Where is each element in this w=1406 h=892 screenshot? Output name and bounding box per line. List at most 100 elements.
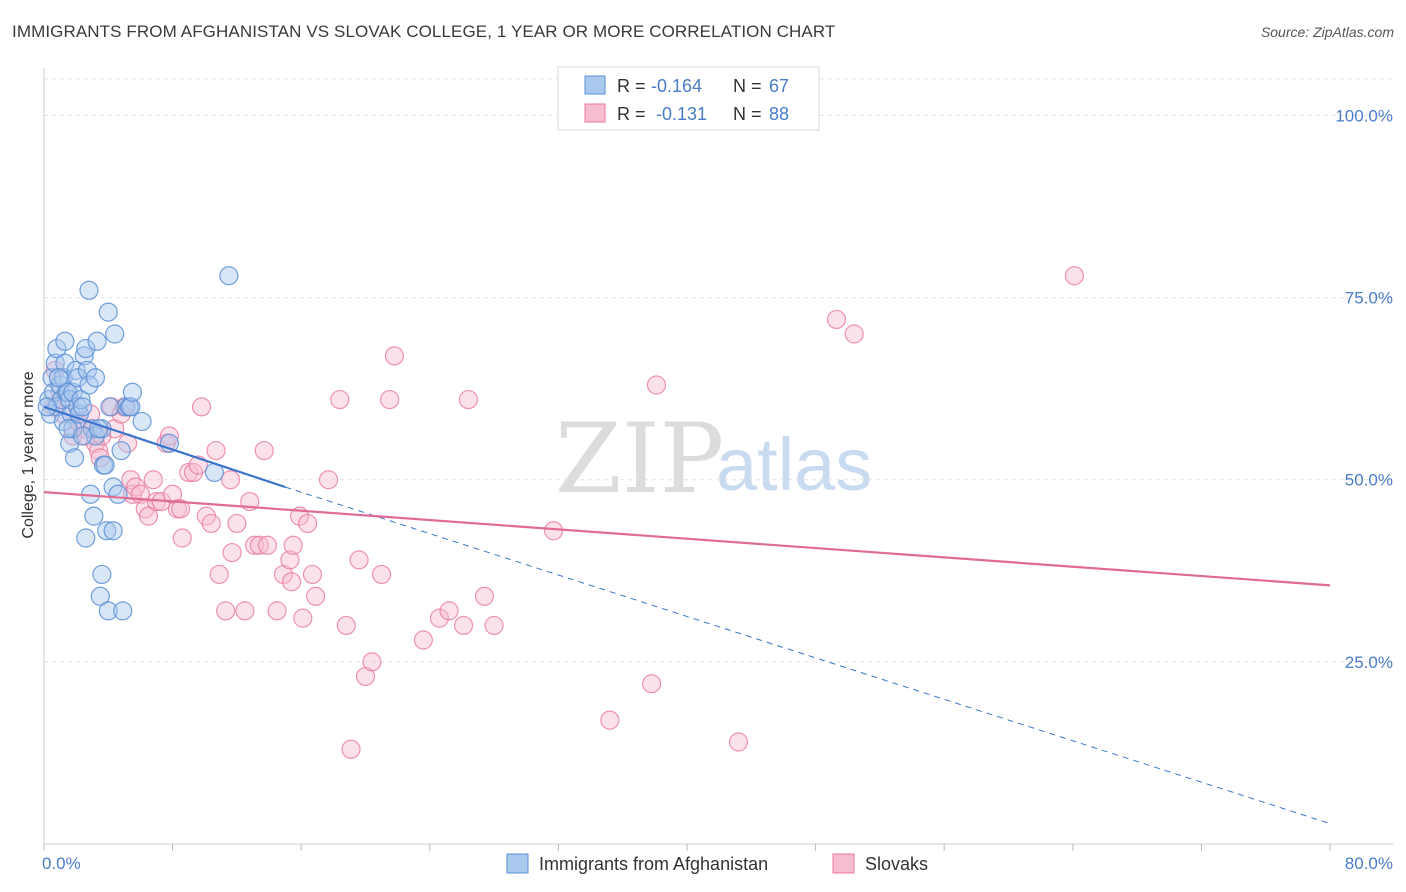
slovaks-points bbox=[44, 266, 1085, 759]
slovaks-point bbox=[254, 440, 274, 461]
slovaks-point bbox=[249, 535, 270, 555]
y-axis-label: College, 1 year or more bbox=[20, 371, 37, 538]
bottom-legend-label-slovaks: Slovaks bbox=[865, 854, 928, 874]
slovaks-point bbox=[362, 652, 382, 672]
slovaks-point bbox=[380, 389, 400, 410]
slovaks-point bbox=[844, 324, 864, 344]
slovaks-point bbox=[429, 608, 450, 628]
slovaks-point bbox=[642, 674, 662, 694]
slovaks-point bbox=[257, 535, 278, 555]
slovaks-point bbox=[728, 732, 749, 752]
slovaks-point bbox=[222, 542, 242, 563]
y-tick-labels: 25.0% 50.0% 75.0% 100.0% bbox=[1335, 106, 1393, 671]
slovaks-point bbox=[216, 601, 236, 621]
afghanistan-point bbox=[76, 528, 96, 548]
watermark-atlas: atlas bbox=[716, 423, 872, 506]
afghanistan-point bbox=[72, 397, 93, 417]
slovaks-point bbox=[179, 462, 199, 483]
legend-n-label-afghanistan: N = bbox=[733, 76, 762, 96]
watermark-zip: ZIP bbox=[555, 403, 724, 515]
afghanistan-point bbox=[64, 448, 85, 468]
slovaks-point bbox=[484, 615, 504, 636]
bottom-legend-label-afghanistan: Immigrants from Afghanistan bbox=[539, 854, 768, 874]
slovaks-point bbox=[349, 550, 369, 570]
slovaks-point bbox=[302, 564, 323, 585]
slovaks-trend-line bbox=[43, 491, 1331, 587]
y-tick-label: 25.0% bbox=[1345, 653, 1393, 672]
slovaks-point bbox=[1064, 266, 1085, 286]
afghanistan-points bbox=[37, 266, 239, 621]
legend-r-label-afghanistan: R = bbox=[617, 76, 646, 96]
afghanistan-point bbox=[42, 368, 62, 388]
slovaks-point bbox=[474, 586, 495, 606]
afghanistan-point bbox=[105, 324, 125, 344]
afghanistan-point bbox=[111, 440, 131, 461]
afghanistan-point bbox=[219, 266, 239, 286]
afghanistan-point bbox=[85, 368, 106, 388]
slovaks-point bbox=[191, 397, 212, 417]
slovaks-point bbox=[293, 608, 313, 628]
slovaks-point bbox=[458, 389, 478, 410]
slovaks-point bbox=[206, 440, 226, 461]
slovaks-point bbox=[600, 710, 620, 730]
afghanistan-point bbox=[77, 360, 98, 381]
trend-lines bbox=[43, 405, 1331, 825]
slovaks-point bbox=[163, 484, 183, 504]
afghanistan-point bbox=[76, 338, 96, 359]
bottom-legend-swatch-slovaks bbox=[832, 853, 855, 874]
slovaks-point bbox=[336, 615, 356, 636]
slovaks-point bbox=[543, 521, 564, 541]
slovaks-point bbox=[201, 513, 221, 534]
afghanistan-point bbox=[79, 280, 99, 300]
slovaks-point bbox=[283, 535, 303, 555]
slovaks-point bbox=[172, 528, 192, 548]
slovaks-point bbox=[318, 470, 339, 490]
afghanistan-point bbox=[61, 404, 81, 424]
afghanistan-point bbox=[97, 521, 117, 541]
slovaks-point bbox=[298, 513, 318, 534]
afghanistan-point bbox=[45, 353, 65, 373]
slovaks-point bbox=[453, 615, 474, 636]
slovaks-point bbox=[235, 601, 255, 621]
slovaks-point bbox=[209, 564, 229, 585]
x-tick-label-min: 0.0% bbox=[42, 854, 81, 873]
slovaks-point bbox=[306, 586, 326, 606]
axes bbox=[43, 68, 1393, 851]
afghanistan-point bbox=[71, 389, 91, 410]
afghanistan-point bbox=[90, 586, 110, 606]
y-tick-label: 100.0% bbox=[1335, 106, 1393, 125]
slovaks-point bbox=[371, 564, 392, 585]
slovaks-point bbox=[143, 470, 163, 490]
slovaks-point bbox=[220, 470, 241, 490]
afghanistan-point bbox=[113, 601, 133, 621]
slovaks-point bbox=[227, 513, 247, 534]
legend-swatch-slovaks bbox=[584, 103, 606, 123]
slovaks-point bbox=[341, 739, 361, 759]
afghanistan-point bbox=[84, 506, 104, 526]
correlation-legend: R = -0.164 N = 67 R = -0.131 N = 88 bbox=[557, 66, 820, 131]
slovaks-point bbox=[159, 426, 179, 446]
y-tick-label: 75.0% bbox=[1345, 289, 1393, 308]
legend-n-label-slovaks: N = bbox=[733, 104, 762, 124]
afghanistan-point bbox=[55, 331, 75, 351]
afghanistan-trend-line bbox=[43, 405, 286, 489]
afghanistan-point bbox=[132, 411, 152, 432]
afghanistan-point bbox=[87, 331, 107, 351]
afghanistan-point bbox=[121, 397, 141, 417]
slovaks-point bbox=[171, 499, 191, 519]
legend-n-value-afghanistan: 67 bbox=[769, 76, 789, 96]
afghanistan-point bbox=[47, 338, 67, 359]
afghanistan-point bbox=[92, 564, 112, 585]
series-legend: Immigrants from Afghanistan Slovaks bbox=[506, 853, 928, 874]
legend-swatch-afghanistan bbox=[584, 75, 606, 95]
afghanistan-point bbox=[98, 601, 118, 621]
afghanistan-point bbox=[66, 360, 86, 381]
afghanistan-point bbox=[79, 375, 99, 395]
y-tick-label: 50.0% bbox=[1345, 471, 1393, 490]
chart-title: IMMIGRANTS FROM AFGHANISTAN VS SLOVAK CO… bbox=[12, 22, 836, 41]
afghanistan-point bbox=[100, 397, 120, 417]
legend-r-value-afghanistan: -0.164 bbox=[651, 76, 702, 96]
afghanistan-point bbox=[74, 346, 94, 366]
afghanistan-point bbox=[98, 302, 118, 322]
